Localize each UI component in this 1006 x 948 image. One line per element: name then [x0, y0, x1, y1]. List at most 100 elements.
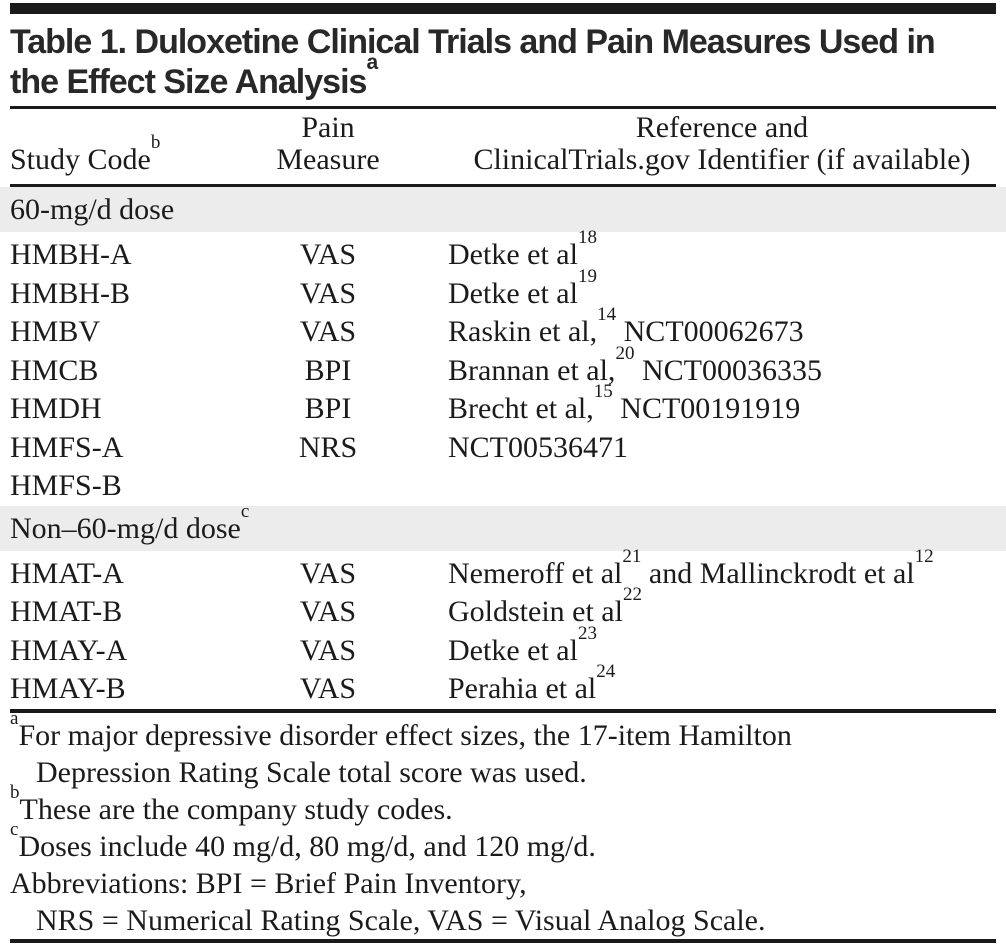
- column-header-pain-measure: Pain Measure: [248, 112, 408, 176]
- reference-cell: [408, 467, 996, 506]
- reference-text: Raskin et al,: [448, 315, 598, 348]
- reference-citation-superscript: 24: [596, 661, 616, 682]
- reference-cell: Perahia et al24: [408, 662, 996, 709]
- study-code-cell: HMBV: [10, 315, 101, 348]
- footnote-a-line-1: aFor major depressive disorder effect si…: [10, 709, 996, 754]
- reference-citation-superscript: 15: [593, 381, 613, 402]
- top-rule-bar: [10, 3, 996, 14]
- reference-text-tail: and Mallinckrodt et al: [641, 556, 915, 590]
- pain-measure-cell: BPI: [304, 353, 352, 387]
- reference-cell: Brecht et al,15 NCT00191919: [408, 382, 996, 429]
- bottom-rule-bar: [10, 938, 996, 943]
- reference-citation-superscript: 14: [597, 304, 617, 325]
- pain-measure-cell: VAS: [299, 633, 357, 667]
- study-code-cell: HMDH: [10, 392, 102, 425]
- reference-citation-superscript: 22: [622, 584, 642, 605]
- pain-measure-header-line-1: Pain: [301, 111, 355, 144]
- footnote-text: Doses include 40 mg/d, 80 mg/d, and 120 …: [18, 829, 596, 863]
- table-row: HMDH BPI Brecht et al,15 NCT00191919: [10, 382, 996, 429]
- pain-measure-header-line-2: Measure: [276, 143, 380, 176]
- footnote-text: Depression Rating Scale total score was …: [36, 755, 587, 789]
- study-code-cell: HMAY-B: [10, 672, 126, 705]
- pain-measure-cell: NRS: [298, 430, 358, 464]
- reference-text: Detke et al: [448, 633, 578, 667]
- reference-cell: Brannan et al,20 NCT00036335: [408, 344, 996, 391]
- table-row: HMCB BPI Brannan et al,20 NCT00036335: [10, 344, 996, 391]
- reference-text-tail: NCT00062673: [616, 315, 804, 348]
- footnote-superscript-b: b: [10, 781, 20, 803]
- pain-measure-cell: VAS: [299, 276, 357, 310]
- reference-cell: NCT00536471: [408, 429, 996, 468]
- pain-measure-cell: VAS: [299, 595, 357, 628]
- reference-header-line-1: Reference and: [635, 111, 809, 144]
- footnote-abbreviations-line-1: Abbreviations: BPI = Brief Pain Inventor…: [10, 865, 996, 902]
- reference-text: Detke et al: [448, 238, 578, 271]
- pain-measure-cell: BPI: [304, 392, 352, 425]
- reference-citation-superscript: 20: [615, 342, 635, 364]
- reference-cell: Detke et al23: [408, 624, 996, 671]
- reference-cell: Detke et al19: [408, 267, 996, 314]
- footnote-text: For major depressive disorder effect siz…: [18, 718, 792, 752]
- section-superscript: c: [240, 500, 250, 522]
- table-row: HMBH-A VAS Detke et al18: [10, 228, 996, 275]
- reference-cell: Nemeroff et al21 and Mallinckrodt et al1…: [408, 547, 996, 594]
- study-code-cell: HMAT-B: [10, 595, 123, 628]
- table-row: HMFS-B: [10, 467, 996, 506]
- table-title-line-2: the Effect Size Analysisa: [10, 52, 996, 102]
- section-60mg-rows: HMBH-A VAS Detke et al18 HMBH-B VAS Detk…: [10, 228, 996, 506]
- reference-citation-superscript: 23: [577, 622, 597, 644]
- pain-measure-cell: VAS: [299, 556, 357, 590]
- table-row: HMAY-B VAS Perahia et al24: [10, 662, 996, 709]
- reference-header-line-2: ClinicalTrials.gov Identifier (if availa…: [473, 143, 971, 176]
- table-row: HMFS-A NRS NCT00536471: [10, 429, 996, 468]
- section-header-60mg-dose: 60-mg/d dose: [0, 187, 1006, 232]
- column-header-study-code: Study Codeb: [10, 133, 248, 176]
- footnote-superscript-c: c: [10, 818, 19, 840]
- study-code-header-label: Study Code: [10, 143, 151, 176]
- study-code-cell: HMFS-A: [10, 430, 124, 464]
- section-non-60mg-rows: HMAT-A VAS Nemeroff et al21 and Mallinck…: [10, 547, 996, 709]
- study-code-cell: HMAT-A: [10, 556, 124, 590]
- reference-cell: Goldstein et al22: [408, 585, 996, 632]
- reference-text: Goldstein et al: [448, 595, 623, 628]
- study-code-cell: HMBH-A: [10, 238, 132, 271]
- reference-citation-superscript: 19: [577, 265, 597, 287]
- reference-text: Brannan et al,: [448, 353, 616, 387]
- footnote-superscript-a: a: [10, 707, 19, 729]
- footnote-abbreviations-line-2: NRS = Numerical Rating Scale, VAS = Visu…: [10, 902, 996, 939]
- table-row: HMBH-B VAS Detke et al19: [10, 267, 996, 314]
- column-header-reference: Reference and ClinicalTrials.gov Identif…: [408, 112, 996, 176]
- footnote-c: cDoses include 40 mg/d, 80 mg/d, and 120…: [10, 820, 996, 865]
- table-row: HMAT-B VAS Goldstein et al22: [10, 585, 996, 632]
- reference-text: Perahia et al: [448, 672, 597, 705]
- reference-cell: Detke et al18: [408, 228, 996, 275]
- reference-text: Detke et al: [448, 276, 578, 310]
- table-title: Table 1. Duloxetine Clinical Trials and …: [10, 22, 996, 109]
- reference-text: NCT00536471: [448, 430, 628, 464]
- footnote-text: NRS = Numerical Rating Scale, VAS = Visu…: [36, 903, 766, 937]
- pain-measure-cell: VAS: [299, 672, 357, 705]
- reference-text: Nemeroff et al: [448, 556, 623, 590]
- study-code-cell: HMCB: [10, 353, 99, 387]
- footnote-a-line-2: Depression Rating Scale total score was …: [10, 754, 996, 791]
- reference-citation-superscript: 18: [577, 227, 597, 248]
- footnote-b: bThese are the company study codes.: [10, 783, 996, 828]
- reference-cell: Raskin et al,14 NCT00062673: [408, 305, 996, 352]
- table-title-line-2-text: the Effect Size Analysis: [10, 63, 367, 101]
- study-code-cell: HMAY-A: [10, 633, 128, 667]
- study-code-cell: HMFS-B: [10, 469, 122, 502]
- reference-citation-superscript-2: 12: [914, 545, 934, 567]
- section-label: Non–60-mg/d dose: [10, 511, 241, 545]
- reference-text-tail: NCT00036335: [634, 353, 822, 387]
- section-header-non-60mg-dose: Non–60-mg/d dosec: [0, 502, 1006, 551]
- reference-citation-superscript: 21: [622, 545, 642, 567]
- section-label: 60-mg/d dose: [10, 193, 175, 226]
- footnotes: aFor major depressive disorder effect si…: [10, 709, 996, 939]
- table-row: HMBV VAS Raskin et al,14 NCT00062673: [10, 305, 996, 352]
- footnote-divider-rule: [10, 708, 996, 713]
- study-code-cell: HMBH-B: [10, 276, 131, 310]
- reference-text-tail: NCT00191919: [612, 392, 801, 425]
- title-superscript: a: [366, 50, 379, 74]
- table-title-line-1: Table 1. Duloxetine Clinical Trials and …: [10, 23, 936, 61]
